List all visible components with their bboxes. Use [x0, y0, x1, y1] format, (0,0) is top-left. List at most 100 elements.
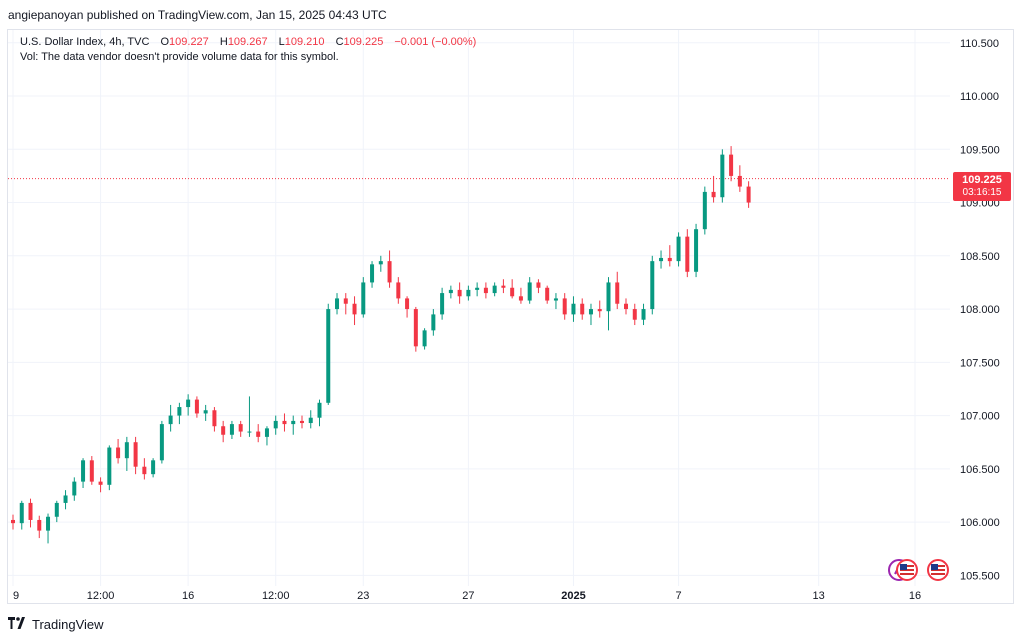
y-tick-label: 107.500	[960, 357, 1000, 369]
candle-body	[159, 424, 164, 461]
open-value: 109.227	[169, 36, 209, 48]
open-label: O	[160, 36, 170, 48]
y-tick-label: 106.500	[960, 464, 1000, 476]
candle-body	[483, 287, 488, 294]
x-tick-label: 16	[909, 590, 921, 602]
candle-body	[151, 460, 156, 475]
candle-body	[19, 502, 24, 524]
candle-body	[28, 502, 33, 520]
close-value: 109.225	[343, 36, 384, 48]
candle-body	[116, 447, 121, 459]
candle-body	[352, 303, 357, 315]
candle-body	[317, 402, 322, 418]
candle-body	[580, 303, 585, 315]
y-tick-label: 108.000	[960, 304, 1000, 316]
candle-body	[492, 285, 497, 294]
x-tick-label: 12:00	[87, 590, 115, 602]
x-tick-label: 7	[675, 590, 681, 602]
x-tick-label: 12:00	[262, 590, 290, 602]
us-flag-icon[interactable]	[896, 559, 918, 581]
y-tick-label: 110.000	[960, 91, 999, 103]
candle-body	[501, 285, 506, 288]
candle-body	[711, 191, 716, 198]
candle-body	[606, 282, 611, 312]
candle-body	[54, 502, 59, 517]
last-price-value: 109.225	[962, 174, 1002, 186]
candle-body	[685, 236, 690, 272]
candle-body	[667, 257, 672, 262]
x-tick-label: 27	[462, 590, 474, 602]
footer-brand[interactable]: TradingView	[32, 617, 104, 633]
candle-body	[124, 442, 129, 459]
symbol-title[interactable]: U.S. Dollar Index, 4h, TVC	[20, 36, 150, 48]
candle-body	[510, 287, 515, 297]
bar-countdown: 03:16:15	[962, 187, 1002, 198]
candle-body	[475, 287, 480, 290]
chart-frame[interactable]	[7, 29, 1014, 604]
y-tick-label: 110.500	[960, 38, 999, 50]
candle-body	[256, 431, 261, 437]
low-value: 109.210	[284, 36, 325, 48]
candle-body	[177, 407, 182, 416]
x-tick-label: 23	[357, 590, 369, 602]
candle-body	[448, 289, 453, 294]
symbol-legend: U.S. Dollar Index, 4h, TVC O109.227 H109…	[20, 35, 476, 50]
low-label: L	[278, 36, 285, 48]
candle-body	[273, 420, 278, 429]
close-label: C	[335, 36, 344, 48]
publish-bar: angiepanoyan published on TradingView.co…	[0, 0, 1024, 30]
candle-body	[676, 236, 681, 262]
candle-body	[641, 309, 646, 320]
y-tick-label: 108.500	[960, 251, 1000, 263]
candle-body	[81, 460, 86, 482]
candle-body	[440, 293, 445, 315]
x-tick-label: 13	[813, 590, 825, 602]
candle-body	[588, 309, 593, 315]
candle-body	[729, 154, 734, 176]
candle-body	[238, 424, 243, 432]
candle-body	[413, 309, 418, 347]
candle-body	[229, 424, 234, 435]
candle-body	[186, 399, 191, 408]
candle-body	[536, 282, 541, 288]
candle-body	[89, 460, 94, 482]
x-tick-label: 9	[13, 590, 19, 602]
candle-body	[326, 309, 331, 403]
us-flag-icon[interactable]	[927, 559, 949, 581]
candle-body	[63, 495, 68, 503]
candle-body	[431, 314, 436, 331]
candle-body	[457, 289, 462, 297]
x-tick-label: 2025	[561, 590, 585, 602]
publish-info: angiepanoyan published on TradingView.co…	[8, 8, 387, 22]
candle-body	[37, 519, 42, 531]
volume-note: Vol: The data vendor doesn't provide vol…	[20, 51, 339, 63]
candle-body	[615, 282, 620, 304]
candle-body	[624, 303, 629, 310]
candle-body	[168, 415, 173, 425]
candle-body	[702, 191, 707, 230]
candle-body	[203, 410, 208, 414]
candle-body	[221, 426, 226, 435]
high-label: H	[219, 36, 228, 48]
x-tick-label: 16	[182, 590, 194, 602]
candle-body	[597, 309, 602, 312]
y-tick-label: 107.000	[960, 411, 1000, 423]
high-value: 109.267	[227, 36, 268, 48]
y-tick-label: 105.500	[960, 570, 1000, 582]
candle-body	[282, 420, 287, 425]
candle-body	[107, 447, 112, 485]
candle-body	[387, 261, 392, 283]
candle-body	[72, 481, 77, 496]
candle-body	[518, 296, 523, 301]
candle-body	[720, 154, 725, 198]
candle-body	[562, 298, 567, 315]
candle-body	[553, 298, 558, 301]
candle-body	[133, 442, 138, 467]
candle-body	[212, 410, 217, 427]
candle-body	[396, 282, 401, 299]
candle-body	[264, 428, 269, 437]
candle-body	[142, 466, 147, 475]
candle-body	[650, 261, 655, 310]
last-price-badge: 109.225 03:16:15	[953, 172, 1011, 201]
